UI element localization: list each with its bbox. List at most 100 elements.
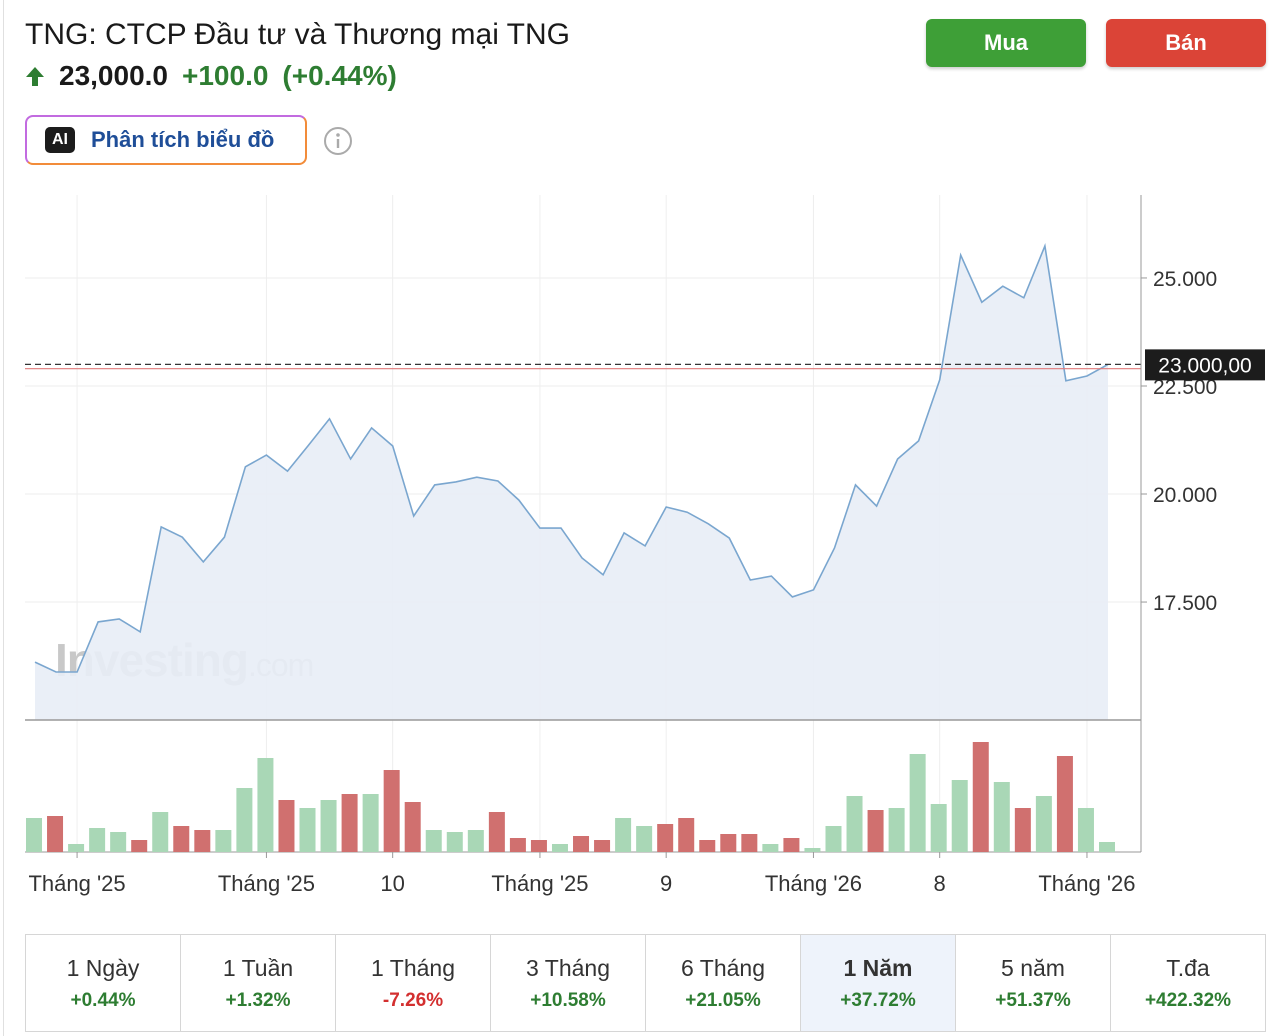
volume-bar <box>215 830 232 852</box>
y-tick-label: 22.500 <box>1153 376 1217 399</box>
period-cell[interactable]: 1 Ngày +0.44% <box>26 935 181 1031</box>
x-tick-label: Tháng '26 <box>1038 871 1135 896</box>
title: TNG: CTCP Đầu tư và Thương mại TNG <box>25 18 570 51</box>
period-label: T.đa <box>1166 954 1210 981</box>
volume-bar <box>194 830 211 852</box>
volume-bar <box>699 840 716 852</box>
volume-bar <box>131 840 148 852</box>
volume-bar <box>636 826 653 852</box>
sell-button[interactable]: Bán <box>1106 19 1266 67</box>
volume-bar <box>909 754 926 852</box>
buy-button[interactable]: Mua <box>926 19 1086 67</box>
volume-bar <box>657 824 674 852</box>
volume-bar <box>930 804 947 852</box>
period-change: +10.58% <box>530 989 606 1011</box>
period-cell[interactable]: 6 Tháng +21.05% <box>646 935 801 1031</box>
volume-bar <box>299 808 316 852</box>
volume-bar <box>173 826 190 852</box>
x-tick-label: Tháng '25 <box>491 871 588 896</box>
x-tick-label: 10 <box>380 871 404 896</box>
volume-bar <box>825 826 842 852</box>
volume-bar <box>1056 756 1073 852</box>
period-label: 1 Tuần <box>222 954 294 981</box>
volume-bar <box>741 834 758 852</box>
period-change: -7.26% <box>382 989 444 1011</box>
period-change: +0.44% <box>70 989 136 1011</box>
x-tick-label: Tháng '26 <box>765 871 862 896</box>
volume-bar <box>509 838 526 852</box>
volume-bar <box>467 830 484 852</box>
volume-bar <box>236 788 253 852</box>
period-cell[interactable]: 1 Tuần +1.32% <box>181 935 336 1031</box>
volume-bar <box>573 836 590 852</box>
volume-bar <box>783 838 800 852</box>
volume-bar <box>720 834 737 852</box>
period-cell[interactable]: 5 năm +51.37% <box>956 935 1111 1031</box>
x-tick-label: 9 <box>660 871 672 896</box>
period-label: 1 Năm <box>843 954 913 981</box>
volume-bar <box>341 794 358 852</box>
period-label: 1 Ngày <box>66 954 140 981</box>
chart: Investing.com17.50020.00022.50025.00023.… <box>25 195 1265 896</box>
analyze-label: Phân tích biểu đồ <box>91 127 275 152</box>
y-tick-label: 25.000 <box>1153 268 1217 291</box>
volume-bar <box>383 770 400 852</box>
price-area <box>35 246 1108 720</box>
volume-bar <box>68 844 85 852</box>
last-price-label: 23.000,00 <box>1158 354 1251 377</box>
volume-bar <box>762 844 779 852</box>
volume-bar <box>425 830 442 852</box>
period-change: +21.05% <box>685 989 761 1011</box>
last-price-box <box>1145 349 1265 381</box>
volume-bar <box>278 800 295 852</box>
volume-bar <box>26 818 42 852</box>
volume-bar <box>362 794 379 852</box>
info-icon[interactable] <box>322 125 354 157</box>
volume-bar <box>320 800 337 852</box>
period-cell[interactable]: T.đa +422.32% <box>1111 935 1265 1031</box>
y-tick-label: 17.500 <box>1153 592 1217 615</box>
period-change: +422.32% <box>1144 989 1232 1011</box>
volume-bar <box>1077 808 1094 852</box>
volume-bar <box>1014 808 1031 852</box>
volume-bar <box>551 844 568 852</box>
price-row: 23,000.0 +100.0 (+0.44%) <box>25 60 397 92</box>
volume-bar <box>867 810 884 852</box>
period-cell[interactable]: 3 Tháng +10.58% <box>491 935 646 1031</box>
volume-bar <box>257 758 274 852</box>
period-label: 6 Tháng <box>681 954 765 981</box>
volume-bar <box>89 828 106 852</box>
volume-bar <box>951 780 968 852</box>
volume-bar <box>152 812 169 852</box>
period-label: 1 Tháng <box>371 954 455 981</box>
x-tick-label: Tháng '25 <box>218 871 315 896</box>
volume-bar <box>804 848 821 852</box>
volume-bar <box>47 816 64 852</box>
volume-bar <box>972 742 989 852</box>
period-cell[interactable]: 1 Năm +37.72% <box>801 935 956 1031</box>
volume-bar <box>488 812 505 852</box>
period-label: 3 Tháng <box>526 954 610 981</box>
volume-bar <box>1035 796 1052 852</box>
period-cell[interactable]: 1 Tháng -7.26% <box>336 935 491 1031</box>
volume-bar <box>846 796 863 852</box>
volume-bar <box>404 802 421 852</box>
volume-bar <box>110 832 127 852</box>
period-change: +37.72% <box>840 989 916 1011</box>
border <box>3 0 4 1036</box>
volume-bar <box>888 808 905 852</box>
up-arrow <box>26 67 44 86</box>
y-tick-label: 20.000 <box>1153 484 1217 507</box>
price-line <box>34 243 1109 673</box>
volume-bar <box>594 840 611 852</box>
volume-bar <box>993 782 1010 852</box>
volume-bar <box>615 818 632 852</box>
change-pct: (+0.44%) <box>282 60 397 91</box>
volume-bar <box>678 818 695 852</box>
period-change: +51.37% <box>995 989 1071 1011</box>
price: 23,000.0 <box>59 60 168 91</box>
x-tick-label: Tháng '25 <box>28 871 125 896</box>
analyze-button[interactable]: AI Phân tích biểu đồ <box>25 115 307 165</box>
period-change: +1.32% <box>225 989 291 1011</box>
